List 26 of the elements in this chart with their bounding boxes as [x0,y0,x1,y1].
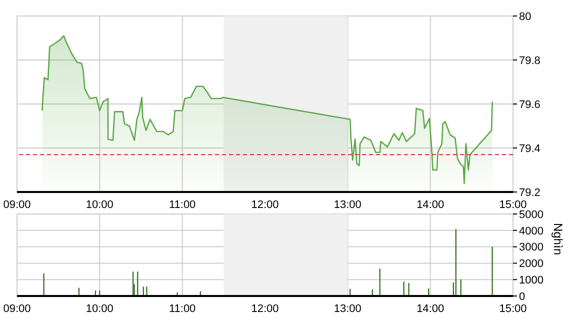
x-tick-label: 12:00 [251,302,279,315]
x-tick-label: 13:00 [334,198,362,211]
y-tick-label: 0 [519,290,526,303]
x-tick-label: 09:00 [3,198,31,211]
y-tick-label: 79.2 [519,186,540,199]
x-tick-label: 09:00 [3,302,31,315]
x-tick-label: 15:00 [499,198,527,211]
x-tick-label: 13:00 [334,302,362,315]
y-axis-title: Nghìn [550,222,565,255]
x-tick-label: 12:00 [251,198,279,211]
x-tick-label: 10:00 [86,198,114,211]
x-tick-label: 10:00 [86,302,114,315]
x-tick-label: 11:00 [168,198,196,211]
y-tick-label: 79.6 [519,98,540,111]
x-tick-label: 11:00 [168,302,196,315]
y-tick-label: 79.8 [519,54,540,67]
y-tick-label: 3000 [519,242,544,254]
y-tick-label: 2000 [519,258,544,270]
y-tick-label: 1000 [519,274,544,287]
x-tick-label: 14:00 [416,198,444,211]
x-tick-label: 15:00 [499,302,527,315]
x-tick-label: 14:00 [416,302,444,315]
y-tick-label: 4000 [519,225,544,238]
y-tick-label: 80 [519,10,532,23]
y-tick-label: 5000 [519,208,544,221]
y-tick-label: 79.4 [519,142,540,155]
